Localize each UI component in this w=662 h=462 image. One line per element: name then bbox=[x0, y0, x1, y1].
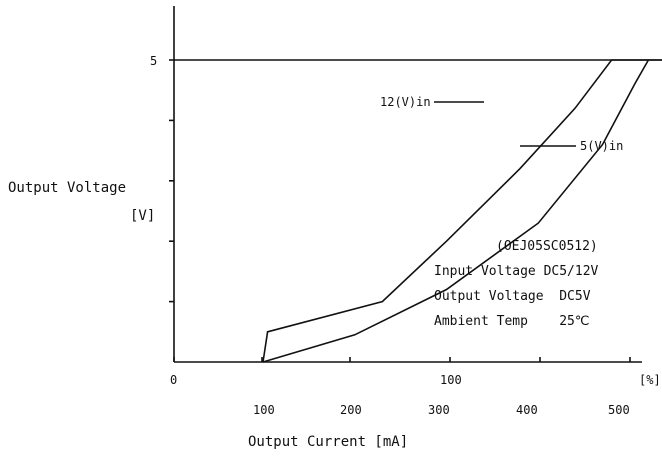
x-percent-tick-label-0: 0 bbox=[170, 373, 177, 387]
x-ma-tick-label-3: 400 bbox=[516, 403, 538, 417]
text-layer: Output Voltage [V] Output Current [mA] 1… bbox=[8, 54, 661, 450]
series-layer bbox=[174, 59, 662, 363]
x-ma-tick-label-4: 500 bbox=[608, 403, 630, 417]
annotation-line-temp: Ambient Temp 25℃ bbox=[434, 314, 589, 329]
y-axis-title-line2: [V] bbox=[130, 208, 155, 224]
y-tick-label-5: 5 bbox=[150, 54, 157, 68]
series-line-12v bbox=[262, 59, 662, 363]
y-axis-title-line1: Output Voltage bbox=[8, 180, 126, 196]
x-percent-tick-label-2: [%] bbox=[639, 373, 661, 387]
annotation-model: (OEJ05SC0512) bbox=[496, 239, 598, 254]
axes bbox=[169, 6, 642, 363]
annotation-line-input: Input Voltage DC5/12V bbox=[434, 264, 599, 279]
x-ma-tick-label-1: 200 bbox=[340, 403, 362, 417]
annotation-line-output: Output Voltage DC5V bbox=[434, 289, 591, 304]
series-line-5v bbox=[262, 59, 662, 363]
x-ma-tick-label-2: 300 bbox=[428, 403, 450, 417]
series-label-12v: 12(V)in bbox=[380, 95, 431, 109]
x-axis-title: Output Current [mA] bbox=[248, 434, 408, 450]
x-ma-tick-label-0: 100 bbox=[253, 403, 275, 417]
x-percent-tick-label-1: 100 bbox=[440, 373, 462, 387]
series-label-5v: 5(V)in bbox=[580, 139, 623, 153]
